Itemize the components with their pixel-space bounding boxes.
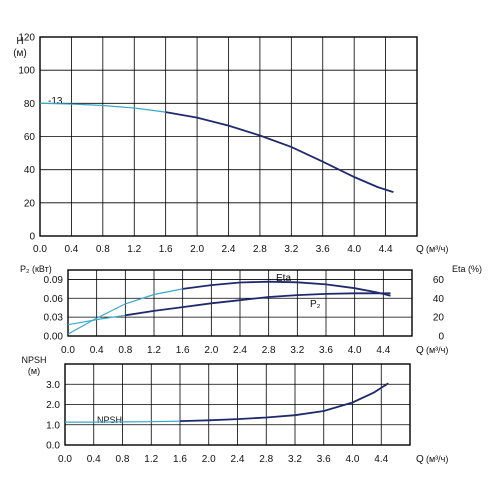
x-tick-label: 4.4 xyxy=(379,244,393,255)
x-tick-label: 0.4 xyxy=(87,454,101,465)
head-curve xyxy=(165,111,394,193)
x-tick-label: 1.6 xyxy=(176,345,190,356)
y2-axis-label: Eta (%) xyxy=(452,264,482,274)
y-tick-label: 3.0 xyxy=(46,380,60,391)
x-axis-label: Q xyxy=(416,244,424,255)
eta-series-label: Eta xyxy=(276,273,291,284)
y-tick-label: 60 xyxy=(24,132,36,143)
x-tick-label: 0.8 xyxy=(96,244,110,255)
y-tick-label: 120 xyxy=(18,33,35,44)
curve-annotation: -13 xyxy=(48,96,63,107)
x-tick-label: 1.6 xyxy=(159,244,173,255)
head-curve-low-flow xyxy=(39,102,166,113)
y-tick-label: 0.03 xyxy=(44,313,64,324)
x-tick-label: 3.2 xyxy=(288,454,302,465)
y2-tick-label: 0 xyxy=(438,332,444,343)
y2-tick-label: 20 xyxy=(433,313,445,324)
y-axis-unit: (м) xyxy=(28,366,40,376)
x-tick-label: 4.0 xyxy=(346,454,360,465)
y-tick-label: 0.0 xyxy=(46,441,60,452)
x-tick-label: 1.2 xyxy=(144,454,158,465)
y-tick-label: 1.0 xyxy=(46,420,60,431)
power-efficiency-chart: P₂ (кВт) Eta (%) Q (м³/ч) Eta P₂ 0.0 0.4 0… xyxy=(20,264,482,356)
y-tick-label: 0.09 xyxy=(44,275,64,286)
y-axis-unit: (м) xyxy=(13,48,27,59)
y2-tick-label: 60 xyxy=(433,275,445,286)
x-tick-label: 3.6 xyxy=(319,345,333,356)
npsh-curve-low-flow xyxy=(65,420,181,423)
x-tick-label: 0.0 xyxy=(58,454,72,465)
x-tick-label: 2.8 xyxy=(262,345,276,356)
y-tick-label: 0.06 xyxy=(44,294,64,305)
x-tick-label: 0.4 xyxy=(90,345,104,356)
x-tick-label: 1.2 xyxy=(127,244,141,255)
p--curve xyxy=(125,292,391,317)
p--curve-low-flow xyxy=(100,314,126,320)
x-tick-label: 4.0 xyxy=(348,345,362,356)
x-tick-label: 0.0 xyxy=(33,244,47,255)
npsh-curve xyxy=(179,382,389,422)
npsh-chart: NPSH (м) Q (м³/ч) NPSH 0.0 0.4 0.8 1.2 1.6 2.… xyxy=(21,355,448,465)
x-tick-label: 0.8 xyxy=(116,454,130,465)
head-curve-chart: H (м) Q (м³/ч) -13 0.0 0.4 0.8 1.2 1.6 2.0 2.4… xyxy=(13,33,448,256)
x-axis-label: Q xyxy=(416,454,424,465)
x-tick-label: 4.4 xyxy=(376,345,390,356)
x-tick-label: 2.4 xyxy=(222,244,236,255)
y-tick-label: 2.0 xyxy=(46,400,60,411)
y-tick-label: 100 xyxy=(18,66,35,77)
x-tick-label: 3.6 xyxy=(317,454,331,465)
x-tick-label: 1.2 xyxy=(147,345,161,356)
y-axis-label: NPSH xyxy=(21,355,46,365)
y-tick-label: 80 xyxy=(24,99,36,110)
x-axis-unit: (м³/ч) xyxy=(426,454,448,464)
x-tick-label: 0.0 xyxy=(61,345,75,356)
x-tick-label: 3.6 xyxy=(316,244,330,255)
y-tick-label: 0 xyxy=(29,232,35,243)
x-tick-label: 0.8 xyxy=(118,345,132,356)
y-tick-label: 0.00 xyxy=(44,332,64,343)
x-tick-label: 2.8 xyxy=(259,454,273,465)
x-axis-unit: (м³/ч) xyxy=(426,244,448,254)
y-tick-label: 20 xyxy=(24,198,36,209)
plot-frame xyxy=(64,363,411,446)
x-tick-label: 3.2 xyxy=(290,345,304,356)
eta-curve xyxy=(182,280,391,297)
plot-frame xyxy=(39,36,418,237)
p2-curve-low-flow-start xyxy=(67,318,101,326)
x-axis-label: Q xyxy=(416,345,424,356)
x-tick-label: 2.4 xyxy=(231,454,245,465)
x-tick-label: 2.8 xyxy=(253,244,267,255)
x-tick-label: 2.0 xyxy=(202,454,216,465)
y-tick-label: 40 xyxy=(24,165,36,176)
x-tick-label: 2.0 xyxy=(190,244,204,255)
x-tick-label: 3.2 xyxy=(284,244,298,255)
p2-series-label: P₂ xyxy=(310,299,321,310)
eta-curve-low-flow xyxy=(67,288,183,335)
x-tick-label: 0.4 xyxy=(64,244,78,255)
y-axis-label: H xyxy=(16,36,23,47)
npsh-series-label: NPSH xyxy=(97,415,122,425)
x-axis-unit: (м³/ч) xyxy=(426,345,448,355)
y2-tick-label: 40 xyxy=(433,294,445,305)
x-tick-label: 4.4 xyxy=(374,454,388,465)
x-tick-label: 1.6 xyxy=(173,454,187,465)
x-tick-label: 2.4 xyxy=(233,345,247,356)
y-axis-label: P₂ (кВт) xyxy=(20,264,52,274)
x-tick-label: 2.0 xyxy=(204,345,218,356)
x-tick-label: 4.0 xyxy=(347,244,361,255)
plot-frame xyxy=(67,269,413,337)
